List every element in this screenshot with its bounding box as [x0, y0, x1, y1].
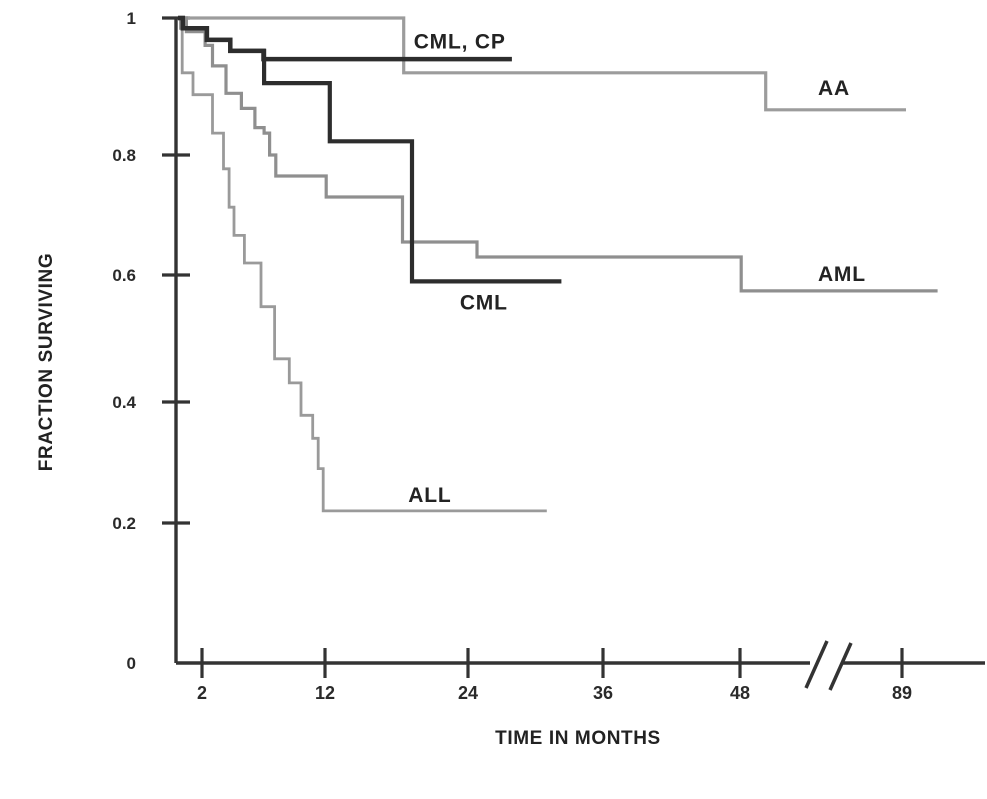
- curve-aa: [178, 16, 906, 112]
- x-axis-title: TIME IN MONTHS: [495, 728, 661, 749]
- axis-break-slash-icon: [828, 642, 853, 691]
- x-tick-label: 24: [458, 683, 478, 703]
- y-tick-label: 0.6: [112, 266, 136, 285]
- x-tick-label: 2: [197, 683, 207, 703]
- curve-aml: [178, 16, 938, 293]
- x-tick-label: 12: [315, 683, 335, 703]
- y-tick-label: 0.8: [112, 146, 136, 165]
- y-tick-label: 0: [127, 654, 136, 673]
- y-tick-label: 0.2: [112, 514, 136, 533]
- y-tick-label: 1: [127, 9, 136, 28]
- curves-layer: [178, 15, 938, 513]
- axes-layer: 1 0.8 0.6 0.4 0.2 0 2 12 24 36 48 89: [112, 9, 985, 703]
- curve-all: [178, 16, 547, 513]
- x-tick-label: 36: [593, 683, 613, 703]
- labels-layer: FRACTION SURVIVING TIME IN MONTHS CML, C…: [36, 30, 866, 749]
- x-tick-label: 89: [892, 683, 912, 703]
- curve-label-all: ALL: [408, 484, 451, 507]
- y-tick-label: 0.4: [112, 393, 136, 412]
- axis-break-slash-icon: [804, 640, 829, 689]
- curve-label-aa: AA: [818, 77, 850, 100]
- curve-label-cml: CML: [460, 291, 508, 314]
- x-tick-label: 48: [730, 683, 750, 703]
- curve-cml: [178, 15, 562, 284]
- curve-label-cml-cp: CML, CP: [414, 30, 506, 53]
- y-axis-title: FRACTION SURVIVING: [36, 253, 57, 471]
- curve-label-aml: AML: [818, 263, 866, 286]
